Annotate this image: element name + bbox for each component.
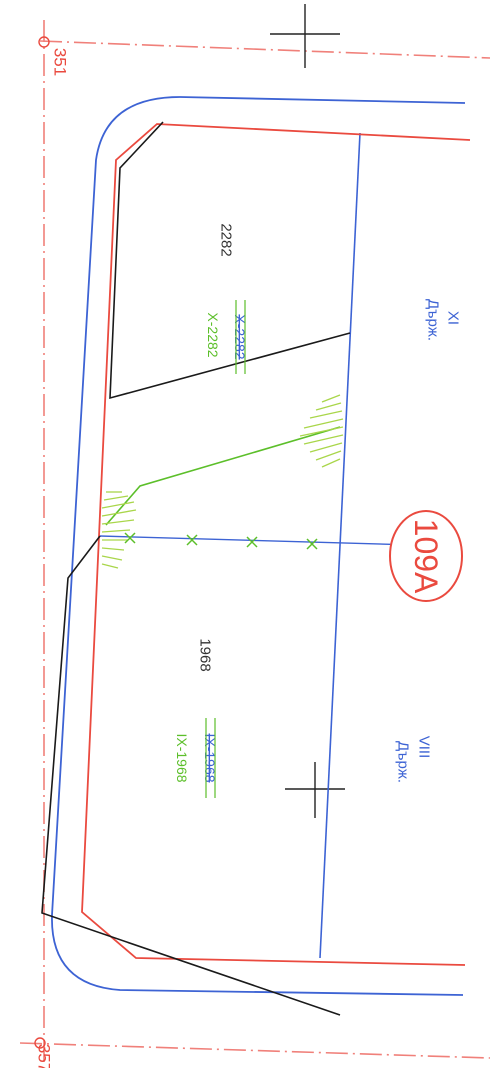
parcel-1968-old-label: IX-1968 bbox=[202, 733, 218, 782]
blue-street-outline bbox=[51, 96, 466, 996]
region-viii-owner: Държ. bbox=[395, 741, 412, 783]
parcel-2282-new-label: X-2282 bbox=[205, 312, 221, 357]
parcel-1968-number: 1968 bbox=[197, 638, 214, 671]
axis-top-horizontal bbox=[39, 40, 491, 59]
parcel-1968-boundary bbox=[41, 535, 341, 1016]
green-boundary-line bbox=[105, 426, 341, 526]
cross-marker bbox=[306, 538, 318, 550]
station-marker-top bbox=[38, 36, 50, 48]
hatch-mark-right bbox=[299, 394, 344, 468]
hatch-mark-left bbox=[101, 491, 137, 569]
block-label: 109A bbox=[408, 519, 444, 594]
cross-marker bbox=[186, 534, 198, 546]
black-cadastral-lines bbox=[41, 121, 351, 1016]
parcel-2282-number: 2282 bbox=[218, 223, 235, 256]
region-xi-owner: Държ. bbox=[425, 299, 442, 341]
station-label-top: 351 bbox=[51, 48, 70, 76]
region-viii-numeral: VIII bbox=[416, 736, 433, 759]
station-marker-bottom bbox=[34, 1037, 46, 1049]
parcel-2282-old-label: X-2282 bbox=[232, 314, 248, 359]
cross-marker bbox=[246, 536, 258, 548]
parcel-1968-new-label: IX-1968 bbox=[174, 733, 190, 782]
cross-marker bbox=[124, 532, 136, 544]
station-label-bottom: 357 bbox=[35, 1044, 54, 1068]
region-xi-numeral: XI bbox=[445, 311, 462, 325]
blue-parcel-edge bbox=[319, 132, 361, 959]
block-label-circle bbox=[389, 510, 463, 602]
green-cross-markers bbox=[124, 532, 318, 550]
axis-bottom-horizontal bbox=[19, 1042, 491, 1059]
crosshair-middle bbox=[285, 762, 345, 818]
parcel-2282-boundary bbox=[109, 121, 351, 400]
crosshair-top bbox=[270, 4, 340, 68]
